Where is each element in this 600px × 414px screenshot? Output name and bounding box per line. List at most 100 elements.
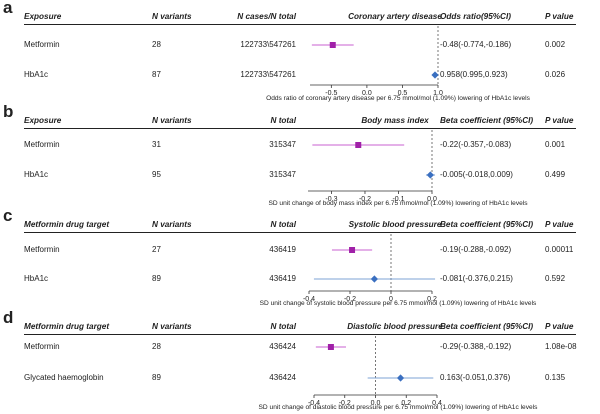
header-n-total: N total: [270, 116, 296, 125]
x-tick-label: 0.0: [427, 196, 437, 203]
panel-letter: c: [3, 206, 13, 225]
header-n-variants: N variants: [152, 220, 192, 229]
row-estimate-text: -0.29(-0.388,-0.192): [440, 342, 512, 351]
row-estimate-text: -0.22(-0.357,-0.083): [440, 140, 512, 149]
header-rule: [24, 232, 576, 233]
row-n-total: 315347: [269, 170, 296, 179]
header-n-variants: N variants: [152, 12, 192, 21]
row-estimate-text: -0.005(-0.018,0.009): [440, 170, 513, 179]
x-tick-label: 1.0: [433, 90, 443, 97]
row-exposure: Metformin: [24, 342, 60, 351]
forest-plot-b: -0.3 -0.2 -0.1 0.0: [308, 130, 437, 203]
row-estimate-text: -0.081(-0.376,0.215): [440, 274, 513, 283]
row-exposure: Metformin: [24, 140, 60, 149]
header-n-variants: N variants: [152, 116, 192, 125]
x-tick-label: 0.2: [427, 296, 437, 303]
x-tick-label: -0.3: [325, 196, 337, 203]
panel-letter: a: [3, 0, 13, 17]
forest-plot-c: -0.4 -0.2 0 0.2: [303, 234, 437, 303]
row-p-value: 0.499: [545, 170, 566, 179]
point-estimate-square: [329, 42, 336, 48]
header-p-value: P value: [545, 220, 574, 229]
x-tick-label: -0.2: [344, 296, 356, 303]
x-tick-label: 0.0: [362, 90, 372, 97]
x-tick-label: 0.2: [401, 400, 411, 407]
x-axis-label: Odds ratio of coronary artery disease pe…: [266, 95, 530, 102]
header-rule: [24, 24, 576, 25]
x-tick-label: -0.2: [339, 400, 351, 407]
row-estimate-text: 0.163(-0.051,0.376): [440, 373, 511, 382]
row-p-value: 1.08e-08: [545, 342, 577, 351]
row-exposure: HbA1c: [24, 170, 49, 179]
point-estimate-square: [327, 344, 334, 350]
row-exposure: Glycated haemoglobin: [24, 373, 104, 382]
header-estimate: Odds ratio(95%CI): [440, 12, 511, 21]
row-n-variants: 89: [152, 373, 161, 382]
x-tick-label: 0.4: [432, 400, 442, 407]
x-axis-label: SD unit change of diastolic blood pressu…: [258, 404, 538, 411]
point-estimate-diamond: [431, 71, 439, 79]
header-estimate: Beta coefficient (95%CI): [440, 116, 534, 125]
x-tick-label: -0.5: [325, 90, 337, 97]
row-n-variants: 87: [152, 70, 161, 79]
panel-a: a Exposure N variants N cases/N total Co…: [0, 0, 600, 104]
point-estimate-square: [349, 247, 356, 253]
row-n-variants: 28: [152, 342, 161, 351]
header-n-variants: N variants: [152, 322, 192, 331]
row-p-value: 0.026: [545, 70, 566, 79]
row-n-total: 122733\547261: [240, 40, 296, 49]
header-exposure: Exposure: [24, 116, 62, 125]
row-n-total: 436424: [269, 373, 296, 382]
row-p-value: 0.135: [545, 373, 566, 382]
header-p-value: P value: [545, 322, 574, 331]
header-rule: [24, 334, 576, 335]
row-estimate-text: 0.958(0.995,0.923): [440, 70, 508, 79]
row-exposure: HbA1c: [24, 274, 49, 283]
header-n-total: N total: [270, 220, 296, 229]
panel-letter: b: [3, 102, 14, 121]
panel-letter: d: [3, 308, 14, 327]
forest-plot-a: -0.5 0.0 0.5 1.0: [310, 26, 443, 97]
x-tick-label: -0.1: [392, 196, 404, 203]
header-estimate: Beta coefficient (95%CI): [440, 220, 534, 229]
row-n-total: 436419: [269, 245, 296, 254]
plot-title: Diastolic blood pressure: [347, 322, 443, 331]
row-n-variants: 28: [152, 40, 161, 49]
header-p-value: P value: [545, 12, 574, 21]
row-n-total: 122733\547261: [240, 70, 296, 79]
row-p-value: 0.592: [545, 274, 566, 283]
x-tick-label: -0.4: [303, 296, 315, 303]
point-estimate-diamond: [396, 374, 405, 382]
row-n-variants: 89: [152, 274, 161, 283]
plot-title: Body mass index: [361, 116, 429, 125]
row-estimate-text: -0.48(-0.774,-0.186): [440, 40, 512, 49]
point-estimate-diamond: [370, 275, 378, 283]
row-exposure: HbA1c: [24, 70, 49, 79]
header-rule: [24, 128, 576, 129]
header-exposure: Metformin drug target: [24, 322, 110, 331]
x-tick-label: -0.2: [359, 196, 371, 203]
row-p-value: 0.001: [545, 140, 566, 149]
header-estimate: Beta coefficient (95%CI): [440, 322, 534, 331]
row-estimate-text: -0.19(-0.288,-0.092): [440, 245, 512, 254]
row-p-value: 0.002: [545, 40, 566, 49]
row-n-variants: 27: [152, 245, 161, 254]
row-p-value: 0.00011: [545, 245, 574, 254]
header-exposure: Metformin drug target: [24, 220, 110, 229]
x-axis-label: SD unit change of body mass index per 6.…: [268, 200, 528, 207]
forest-plot-d: -0.4 -0.2 0.0 0.2 0.4: [308, 336, 442, 407]
x-tick-label: 0.0: [371, 400, 381, 407]
row-n-variants: 95: [152, 170, 161, 179]
x-tick-label: 0.5: [398, 90, 408, 97]
header-n-total: N cases/N total: [237, 12, 296, 21]
row-n-total: 436419: [269, 274, 296, 283]
header-p-value: P value: [545, 116, 574, 125]
x-axis-label: SD unit change of systolic blood pressur…: [259, 300, 537, 307]
panel-d: d Metformin drug target N variants N tot…: [0, 308, 600, 414]
row-n-total: 436424: [269, 342, 296, 351]
x-tick-label: -0.4: [308, 400, 320, 407]
panel-b: b Exposure N variants N total Body mass …: [0, 102, 600, 208]
row-exposure: Metformin: [24, 40, 60, 49]
point-estimate-diamond: [426, 171, 434, 179]
row-exposure: Metformin: [24, 245, 60, 254]
